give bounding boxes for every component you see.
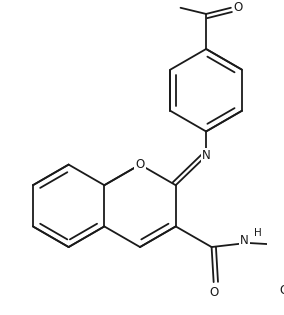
Text: O: O (234, 1, 243, 14)
Text: N: N (202, 149, 210, 163)
Text: N: N (240, 234, 248, 247)
Text: O: O (135, 158, 145, 171)
Text: O: O (279, 284, 284, 297)
Text: O: O (209, 286, 218, 300)
Text: H: H (254, 228, 262, 238)
